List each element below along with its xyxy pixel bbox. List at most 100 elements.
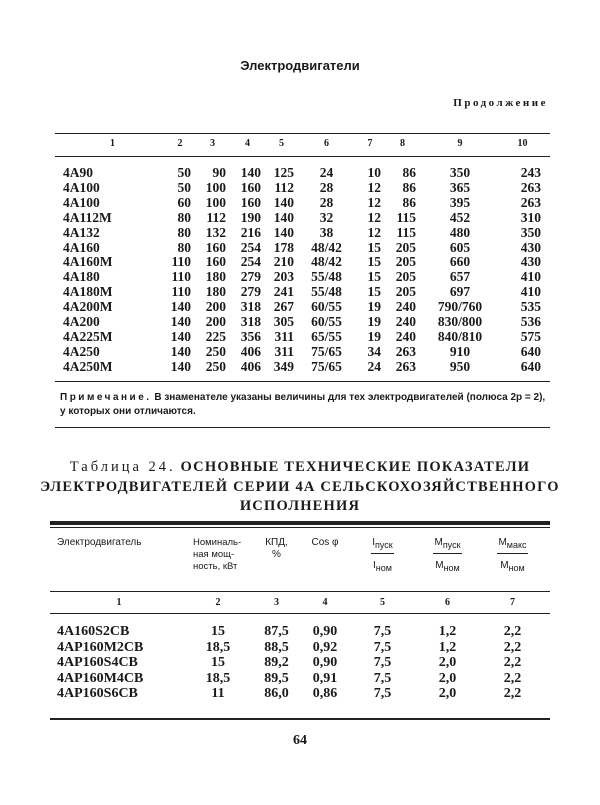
column-number: 4 xyxy=(245,138,250,149)
table-cell: 2,0 xyxy=(438,655,457,670)
table-cell: 2,0 xyxy=(438,686,457,701)
column-number: 1 xyxy=(116,597,122,608)
table-cell: 697 xyxy=(449,284,471,300)
table-cell: 55/48 xyxy=(311,284,342,300)
table-cell: 28 xyxy=(319,179,334,195)
mstart-num-sub: пуск xyxy=(442,540,461,550)
table-cell: 140 xyxy=(170,314,191,330)
motor-model: 4A100 xyxy=(63,179,100,195)
table-cell: 203 xyxy=(273,269,294,285)
table-cell: 160 xyxy=(240,179,261,195)
header-motor: Электродвигатель xyxy=(57,537,142,548)
table-cell: 318 xyxy=(240,314,261,330)
section-rule xyxy=(55,427,550,428)
table-cell: 1,2 xyxy=(438,639,457,655)
table-cell: 140 xyxy=(273,224,294,240)
continuation-label: Продолжение xyxy=(453,97,548,109)
table-cell: 267 xyxy=(273,299,294,315)
table24-title: Таблица 24. ОСНОВНЫЕ ТЕХНИЧЕСКИЕ ПОКАЗАТ… xyxy=(0,458,600,517)
table-cell: 60/55 xyxy=(311,299,342,315)
table24-header-rule xyxy=(50,591,550,592)
table-cell: 0,86 xyxy=(312,686,338,701)
table-cell: 86 xyxy=(402,194,417,210)
header-eff-l2: % xyxy=(272,549,281,560)
table-cell: 575 xyxy=(520,328,541,344)
motor-model: 4A160 xyxy=(63,239,100,255)
table-row: 4A250 140 250 406 311 75/65 34 263 910 640 xyxy=(60,343,545,360)
table-cell: 840/810 xyxy=(437,328,483,344)
table-cell: 19 xyxy=(367,299,382,315)
table-cell: 10 xyxy=(367,165,382,180)
table-cell: 89,2 xyxy=(264,655,289,670)
table24-title-line2: ЭЛЕКТРОДВИГАТЕЛЕЙ СЕРИИ 4А СЕЛЬСКОХОЗЯЙС… xyxy=(40,478,560,495)
table24-title-line3: ИСПОЛНЕНИЯ xyxy=(239,498,361,514)
running-head: Электродвигатели xyxy=(240,58,360,73)
column-number: 3 xyxy=(210,138,215,149)
table-top-rule xyxy=(55,133,550,134)
table-cell: 205 xyxy=(395,254,416,270)
table-cell: 350 xyxy=(520,224,541,240)
table24-title-prefix: Таблица 24. xyxy=(69,459,176,475)
table-cell: 660 xyxy=(449,254,471,270)
table-row: 4A100 50 100 160 112 28 12 86 365 263 xyxy=(60,179,545,196)
motor-model: 4A200M xyxy=(63,299,113,315)
motor-model: 4A160M xyxy=(63,254,113,270)
table-cell: 12 xyxy=(367,179,382,195)
table-cell: 0,90 xyxy=(312,655,338,670)
table-cell: 243 xyxy=(520,165,541,180)
table-cell: 140 xyxy=(273,209,294,225)
table-cell: 210 xyxy=(273,254,294,270)
table-cell: 125 xyxy=(273,165,294,180)
table-cell: 24 xyxy=(319,165,334,180)
table-cell: 80 xyxy=(177,239,192,255)
table-cell: 48/42 xyxy=(311,254,342,270)
table-cell: 15 xyxy=(367,284,382,300)
table-cell: 263 xyxy=(395,358,416,374)
table-cell: 110 xyxy=(171,254,191,270)
table-cell: 2,2 xyxy=(503,686,522,701)
table-cell: 406 xyxy=(240,343,261,359)
header-eff-l1: КПД, xyxy=(265,537,288,548)
motor-model: 4AP160S6CB xyxy=(57,686,138,701)
column-number: 9 xyxy=(457,138,463,149)
table-cell: 87,5 xyxy=(264,624,289,639)
table-cell: 48/42 xyxy=(311,239,342,255)
column-number: 1 xyxy=(110,138,115,149)
header-cos-phi: Cos φ xyxy=(311,537,339,548)
table-cell: 263 xyxy=(520,194,541,210)
table-cell: 0,90 xyxy=(312,624,338,639)
table-row: 4AP160S4CB 15 89,2 0,90 7,5 2,0 2,2 xyxy=(55,655,545,671)
table-cell: 50 xyxy=(177,179,192,195)
table-cell: 140 xyxy=(273,194,294,210)
table-cell: 254 xyxy=(240,239,261,255)
table-row: 4A100 60 100 160 140 28 12 86 395 263 xyxy=(60,194,545,211)
header-mmax-ratio: Mмакс Mном xyxy=(480,537,545,574)
table-cell: 640 xyxy=(520,343,541,359)
table-cell: 86 xyxy=(402,165,417,180)
table-cell: 140 xyxy=(170,299,191,315)
table-cell: 12 xyxy=(367,194,382,210)
table-cell: 480 xyxy=(449,224,471,240)
table-cell: 830/800 xyxy=(437,314,483,330)
table-continued-column-numbers: 1 2 3 4 5 6 7 8 9 10 xyxy=(60,138,545,149)
table-cell: 160 xyxy=(205,239,226,255)
table-cell: 55/48 xyxy=(311,269,342,285)
table-cell: 38 xyxy=(319,224,334,240)
table-cell: 178 xyxy=(273,239,294,255)
table-cell: 60 xyxy=(177,194,192,210)
table-note: Примечание. В знаменателе указаны величи… xyxy=(60,391,547,419)
table-cell: 7,5 xyxy=(373,686,392,701)
motor-model: 4A180M xyxy=(63,284,113,300)
table-cell: 2,2 xyxy=(503,655,522,670)
table-cell: 225 xyxy=(205,328,226,344)
table-cell: 65/55 xyxy=(311,328,342,344)
table-cell: 15 xyxy=(211,624,225,639)
table-cell: 410 xyxy=(520,284,541,300)
table-cell: 263 xyxy=(395,343,416,359)
table-cell: 18,5 xyxy=(205,639,231,655)
table-cell: 205 xyxy=(395,269,416,285)
table-cell: 140 xyxy=(170,328,191,344)
table-cell: 205 xyxy=(395,239,416,255)
table-cell: 80 xyxy=(177,224,192,240)
table-cell: 2,2 xyxy=(503,639,522,655)
